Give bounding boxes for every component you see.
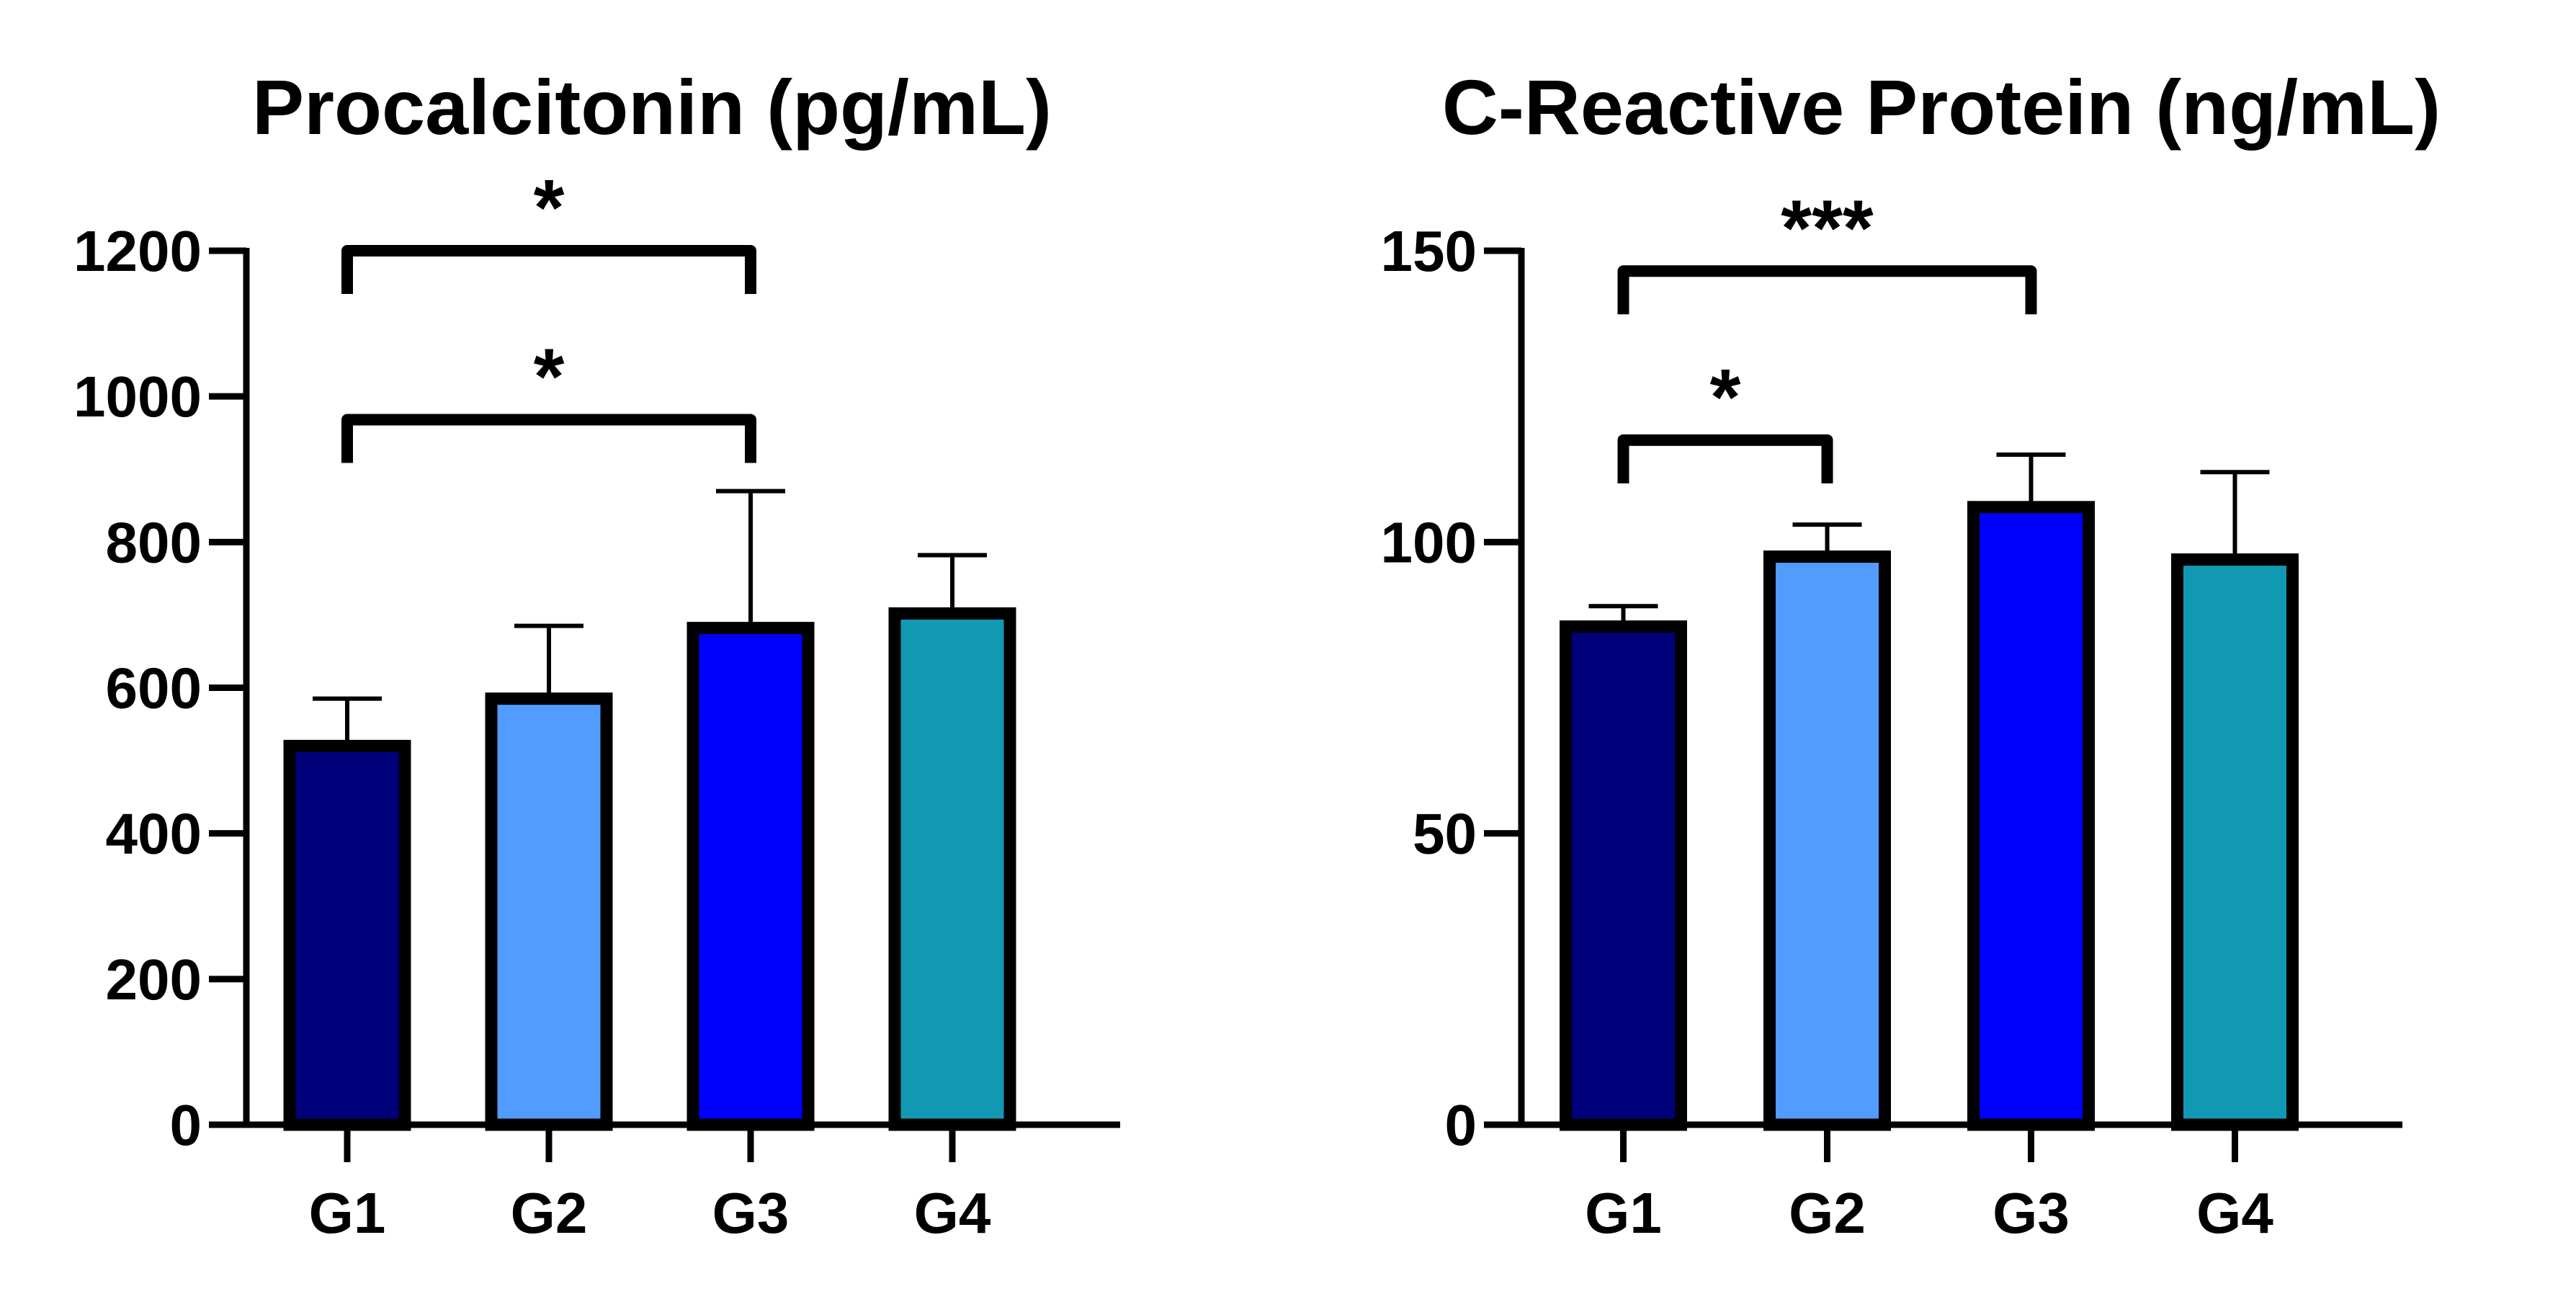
y-tick-label: 400 — [106, 802, 202, 866]
y-tick-label: 0 — [170, 1093, 202, 1157]
y-tick-label: 100 — [1381, 510, 1477, 574]
x-tick-label: G3 — [1993, 1181, 2070, 1245]
significance-bracket — [341, 245, 756, 294]
chart-panel-2: C-Reactive Protein (ng/mL) 0 50 100 150 G1 G2 G… — [1381, 63, 2441, 1245]
x-tick-label: G3 — [712, 1181, 790, 1245]
significance-label: * — [534, 164, 565, 252]
y-tick-label: 1200 — [73, 219, 202, 283]
x-tick-label: G2 — [1789, 1181, 1866, 1245]
bar-g4 — [888, 607, 1016, 1131]
bar-g3 — [1967, 501, 2095, 1131]
y-tick-label: 1000 — [73, 365, 202, 429]
bar-g4 — [2171, 553, 2299, 1131]
significance-label: * — [534, 333, 565, 422]
y-tick-label: 200 — [106, 947, 202, 1012]
bar-g1 — [283, 739, 411, 1131]
y-tick-label: 0 — [1445, 1093, 1477, 1157]
y-tick-label: 600 — [106, 656, 202, 721]
significance-label: *** — [1781, 184, 1874, 272]
chart-title: Procalcitonin (pg/mL) — [252, 63, 1052, 151]
significance-bracket — [1617, 265, 2037, 315]
x-tick-label: G4 — [2196, 1181, 2273, 1245]
significance-bracket — [1617, 434, 1833, 483]
y-tick-label: 50 — [1413, 802, 1477, 866]
bar-g2 — [485, 692, 613, 1131]
x-tick-label: G2 — [511, 1181, 588, 1245]
y-tick-label: 800 — [106, 510, 202, 574]
x-tick-label: G1 — [309, 1181, 386, 1245]
x-tick-label: G4 — [914, 1181, 991, 1245]
bar-g2 — [1763, 550, 1891, 1131]
chart-panel-1: Procalcitonin (pg/mL) 0 200 400 600 800 1000 12… — [73, 63, 1120, 1245]
significance-label: * — [1710, 353, 1741, 442]
significance-bracket — [341, 414, 756, 463]
bar-g1 — [1560, 620, 1687, 1131]
x-tick-label: G1 — [1585, 1181, 1662, 1245]
chart-title: C-Reactive Protein (ng/mL) — [1442, 63, 2441, 151]
y-tick-label: 150 — [1381, 219, 1477, 283]
bar-g3 — [687, 622, 815, 1131]
